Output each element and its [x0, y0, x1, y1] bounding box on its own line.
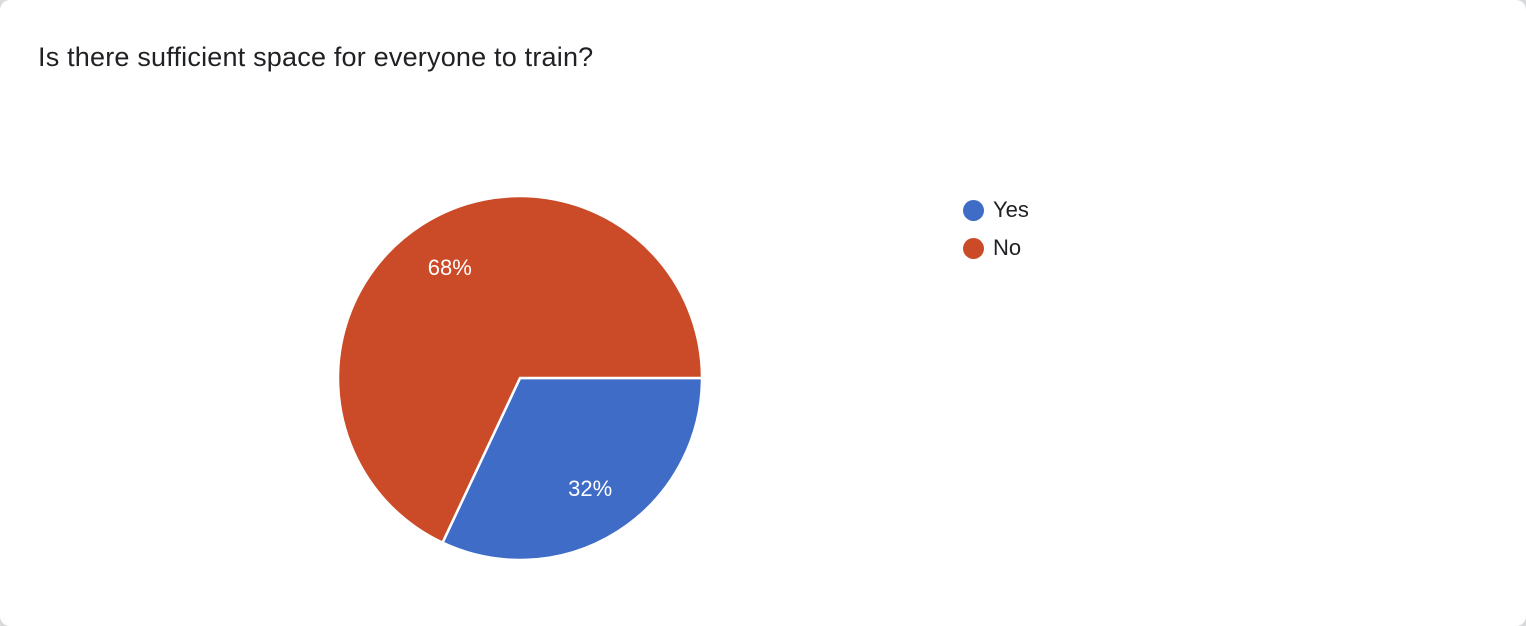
- legend-swatch-icon: [963, 237, 984, 259]
- chart-legend: Yes No: [963, 198, 1029, 260]
- question-title: Is there sufficient space for everyone t…: [38, 42, 594, 72]
- pie-chart-area: 32% 68%: [310, 168, 730, 588]
- pie-slice-label: 32%: [568, 476, 612, 501]
- legend-swatch-icon: [963, 199, 984, 221]
- pie-slice-label: 68%: [428, 255, 472, 280]
- pie-chart: 32% 68%: [336, 194, 704, 562]
- pie-slice-yes[interactable]: [441, 376, 704, 562]
- legend-item-no: No: [963, 236, 1029, 260]
- legend-label: Yes: [993, 197, 1029, 222]
- legend-label: No: [993, 235, 1022, 260]
- pie-slice-no[interactable]: [336, 194, 704, 544]
- legend-item-yes: Yes: [963, 198, 1029, 222]
